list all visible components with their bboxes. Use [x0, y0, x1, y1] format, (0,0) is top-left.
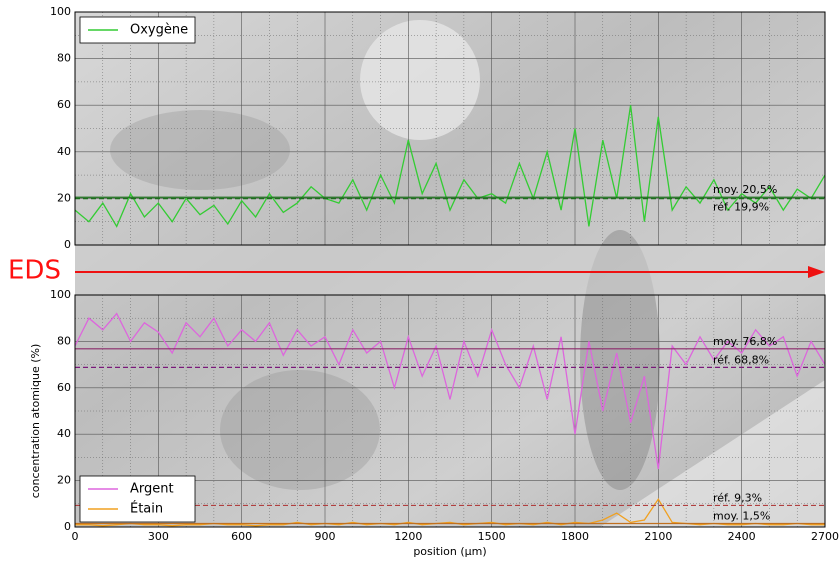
- data-line: [75, 497, 825, 527]
- x-tick-label: 2700: [811, 530, 839, 543]
- legend-label: Oxygène: [130, 23, 188, 38]
- arrow-head: [808, 266, 825, 278]
- data-line: [74, 312, 826, 470]
- x-tick-label: 2400: [728, 530, 756, 543]
- data-line: [74, 105, 826, 228]
- plot-frame: [74, 294, 826, 528]
- eds-label: EDS: [8, 256, 61, 286]
- reference-label: réf. 19,9%: [713, 201, 769, 214]
- legend-box: [79, 475, 196, 523]
- legend-label: Étain: [130, 501, 163, 517]
- x-tick-label: 1200: [394, 530, 422, 543]
- x-tick-label: 900: [315, 530, 336, 543]
- y-tick-label: 40: [57, 427, 71, 440]
- y-tick-label: 100: [50, 5, 71, 18]
- y-tick-label: 0: [64, 238, 71, 251]
- y-tick-label: 80: [57, 334, 71, 347]
- legend-label: Argent: [130, 482, 174, 497]
- reference-label: réf. 68,8%: [713, 353, 769, 366]
- y-tick-label: 40: [57, 145, 71, 158]
- reference-label: moy. 76,8%: [713, 335, 777, 348]
- y-tick-label: 80: [57, 52, 71, 65]
- y-tick-label: 100: [50, 288, 71, 301]
- reference-label: moy. 1,5%: [713, 510, 770, 523]
- x-axis-label: position (µm): [413, 545, 486, 558]
- y-tick-label: 60: [57, 381, 71, 394]
- y-tick-label: 20: [57, 474, 71, 487]
- y-axis-label: concentration atomique (%): [29, 344, 42, 499]
- x-tick-label: 1500: [478, 530, 506, 543]
- micrograph-background: [75, 12, 825, 527]
- x-tick-label: 300: [148, 530, 169, 543]
- x-tick-label: 2100: [644, 530, 672, 543]
- x-tick-label: 1800: [561, 530, 589, 543]
- y-tick-label: 20: [57, 191, 71, 204]
- plot-frame: [74, 11, 826, 246]
- y-tick-label: 60: [57, 98, 71, 111]
- x-tick-label: 600: [231, 530, 252, 543]
- x-tick-label: 0: [72, 530, 79, 543]
- reference-label: réf. 9,3%: [713, 491, 762, 504]
- reference-label: moy. 20,5%: [713, 183, 777, 196]
- y-tick-label: 0: [64, 520, 71, 533]
